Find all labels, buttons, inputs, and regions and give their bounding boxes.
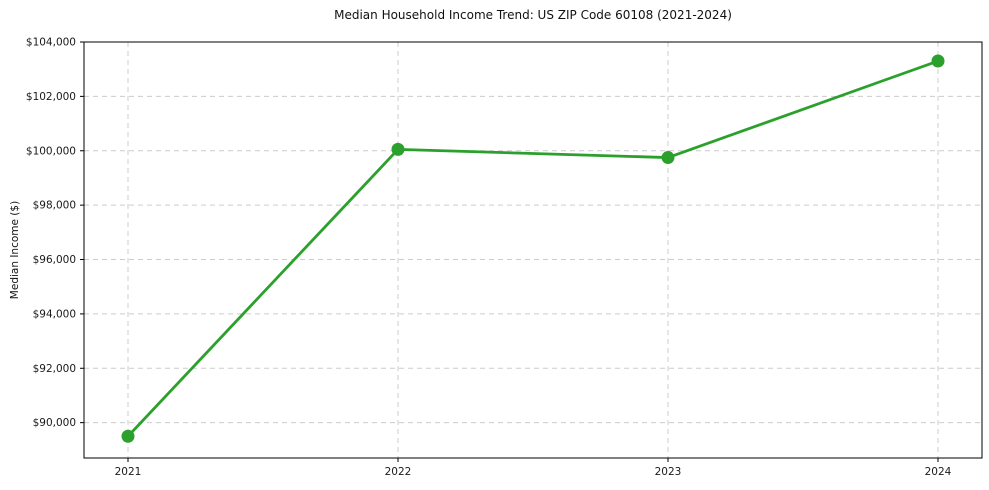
x-tick-label: 2024	[925, 466, 952, 478]
y-tick-label: $104,000	[26, 37, 76, 49]
y-tick-label: $98,000	[33, 200, 76, 212]
data-point-2024	[931, 54, 945, 68]
x-tick-label: 2021	[115, 466, 142, 478]
data-point-2023	[661, 151, 675, 165]
plot-frame	[83, 41, 983, 459]
data-line	[126, 59, 940, 438]
data-point-2022	[391, 142, 405, 156]
y-tick-label: $100,000	[26, 145, 76, 157]
y-tick-label: $94,000	[33, 308, 76, 320]
chart-title: Median Household Income Trend: US ZIP Co…	[334, 8, 732, 22]
x-tick-label: 2022	[385, 466, 412, 478]
x-tick-label: 2023	[655, 466, 682, 478]
y-tick-label: $96,000	[33, 254, 76, 266]
y-tick-label: $92,000	[33, 363, 76, 375]
y-tick-label: $90,000	[33, 417, 76, 429]
data-point-2021	[121, 429, 135, 443]
y-tick-label: $102,000	[26, 91, 76, 103]
